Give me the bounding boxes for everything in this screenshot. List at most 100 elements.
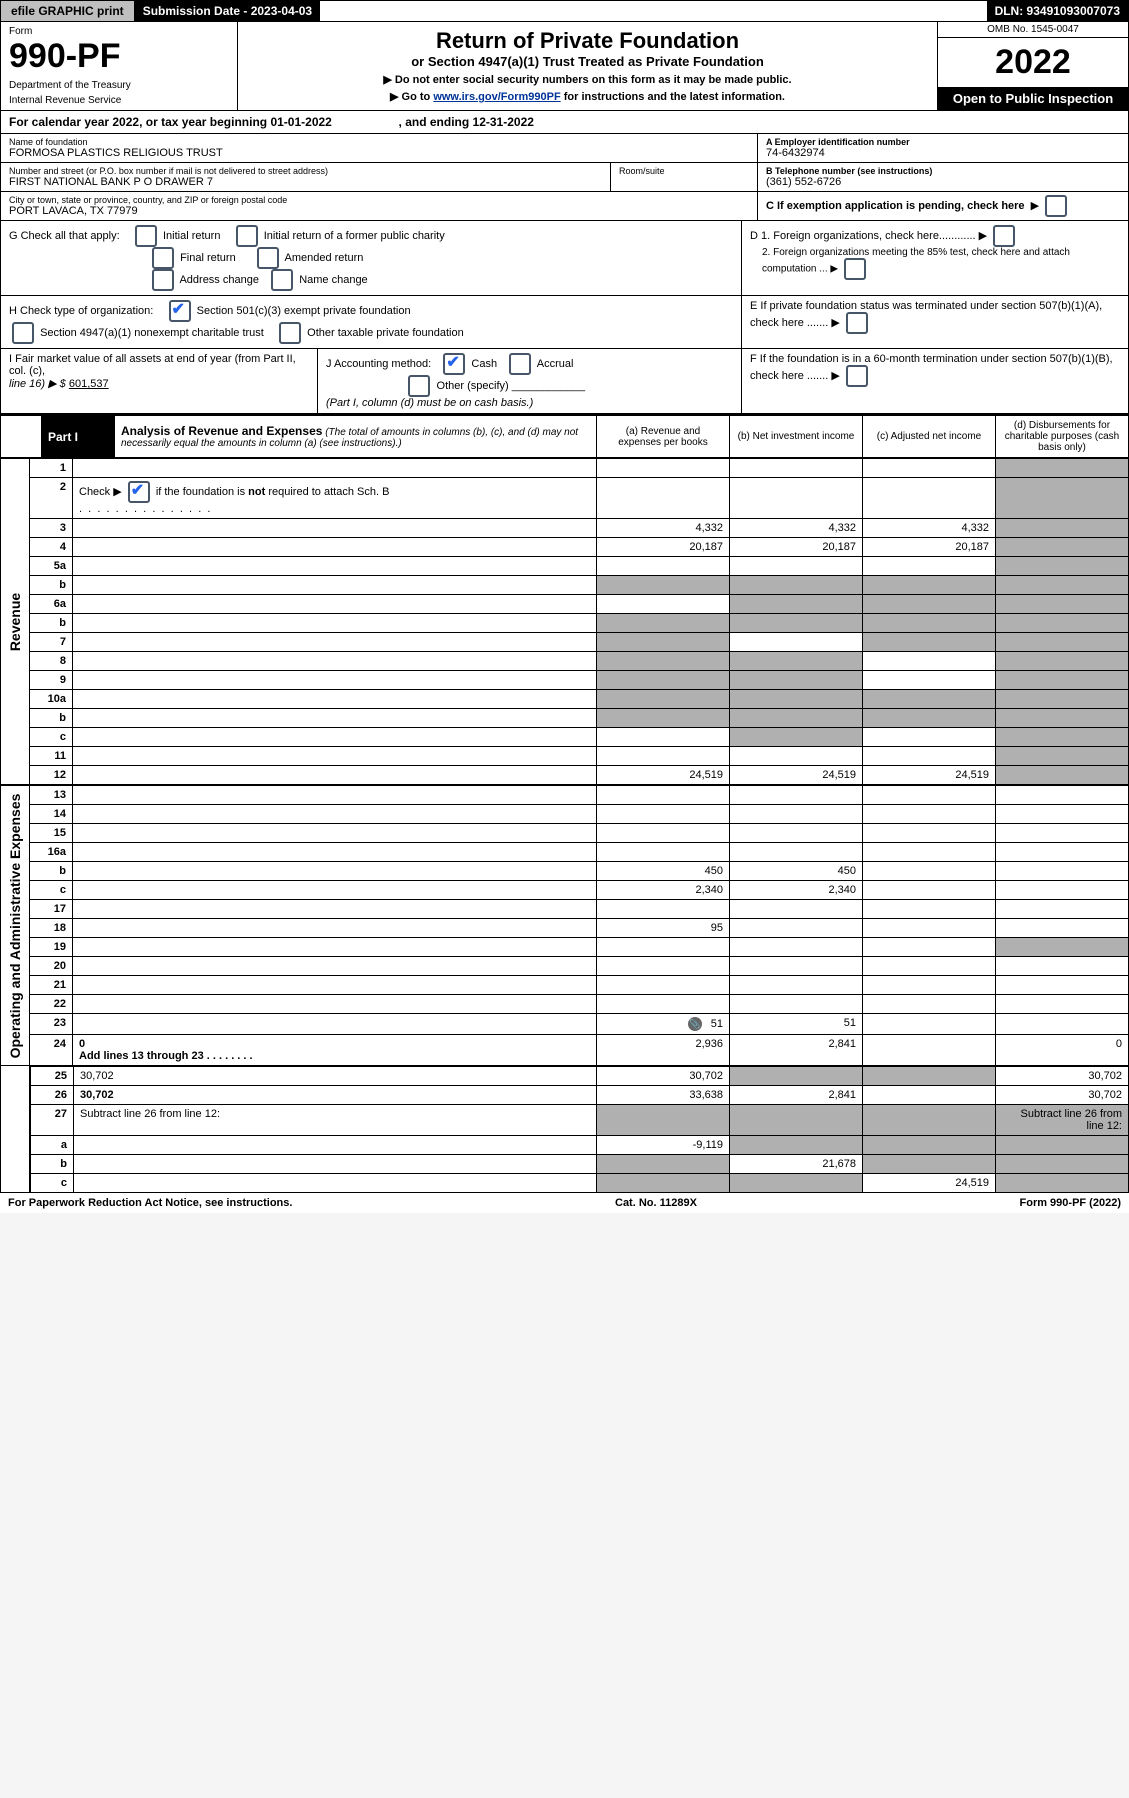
addr-label: Number and street (or P.O. box number if… <box>9 166 602 176</box>
expenses-table: 13141516ab450450c2,3402,3401718951920212… <box>29 785 1129 1066</box>
c-checkbox[interactable] <box>1045 195 1067 217</box>
line-description: Subtract line 26 from line 12: <box>74 1105 597 1136</box>
line-description <box>73 976 597 995</box>
col-c-value <box>863 1155 996 1174</box>
cal-end: 12-31-2022 <box>473 115 534 129</box>
line-description <box>74 1174 597 1193</box>
line-number: 4 <box>30 538 73 557</box>
h-other-checkbox[interactable] <box>279 322 301 344</box>
col-d-value <box>996 459 1129 478</box>
j-other-checkbox[interactable] <box>408 375 430 397</box>
col-a-value <box>597 1105 730 1136</box>
city-label: City or town, state or province, country… <box>9 195 749 205</box>
efile-print-button[interactable]: efile GRAPHIC print <box>1 1 135 21</box>
line-description <box>73 595 597 614</box>
line-number: b <box>30 862 73 881</box>
col-a-value <box>597 728 730 747</box>
revenue-side-label: Revenue <box>0 458 29 785</box>
e-section: E If private foundation status was termi… <box>742 296 1128 348</box>
col-b-value <box>730 709 863 728</box>
j-cash-checkbox[interactable] <box>443 353 465 375</box>
col-d-header: (d) Disbursements for charitable purpose… <box>996 415 1129 458</box>
table-row: 27Subtract line 26 from line 12:Subtract… <box>31 1105 1129 1136</box>
col-c-value <box>863 709 996 728</box>
g-final-checkbox[interactable] <box>152 247 174 269</box>
line-description <box>73 786 597 805</box>
line-number: 10a <box>30 690 73 709</box>
g-initial-checkbox[interactable] <box>135 225 157 247</box>
line-number: 21 <box>30 976 73 995</box>
col-b-value <box>730 1067 863 1086</box>
h-4947-checkbox[interactable] <box>12 322 34 344</box>
h-501c3-checkbox[interactable] <box>169 300 191 322</box>
j-note: (Part I, column (d) must be on cash basi… <box>326 397 533 409</box>
tel-value: (361) 552-6726 <box>766 176 1120 188</box>
line-number: 8 <box>30 652 73 671</box>
line-number: 13 <box>30 786 73 805</box>
irs-link[interactable]: www.irs.gov/Form990PF <box>433 91 560 103</box>
col-a-value <box>597 614 730 633</box>
form-page: efile GRAPHIC print Submission Date - 20… <box>0 0 1129 1213</box>
line-description: 30,702 <box>74 1067 597 1086</box>
col-c-value <box>863 747 996 766</box>
table-row: 420,18720,18720,187 <box>30 538 1129 557</box>
city-cell: City or town, state or province, country… <box>1 192 757 220</box>
col-d-value <box>996 957 1129 976</box>
form-subtitle: or Section 4947(a)(1) Trust Treated as P… <box>246 54 929 69</box>
d2-checkbox[interactable] <box>844 258 866 280</box>
col-c-value <box>863 1014 996 1035</box>
table-row: b <box>30 709 1129 728</box>
col-d-value <box>996 862 1129 881</box>
revenue-section: Revenue 12Check ▶ if the foundation is n… <box>0 458 1129 785</box>
col-c-value <box>863 1067 996 1086</box>
attachment-icon[interactable]: 📎 <box>688 1017 702 1031</box>
col-d-value <box>996 614 1129 633</box>
footer-mid: Cat. No. 11289X <box>615 1197 697 1209</box>
line-number: 11 <box>30 747 73 766</box>
table-row: 8 <box>30 652 1129 671</box>
j-accrual-checkbox[interactable] <box>509 353 531 375</box>
table-row: 21 <box>30 976 1129 995</box>
line-description <box>73 824 597 843</box>
f-checkbox[interactable] <box>846 365 868 387</box>
col-c-value: 24,519 <box>863 766 996 785</box>
col-a-value <box>597 690 730 709</box>
part1-title: Analysis of Revenue and Expenses <box>121 424 322 438</box>
col-a-value: 95 <box>597 919 730 938</box>
table-row: 6a <box>30 595 1129 614</box>
line-description <box>73 805 597 824</box>
col-b-value <box>730 728 863 747</box>
g-name-checkbox[interactable] <box>271 269 293 291</box>
col-a-value <box>597 1174 730 1193</box>
g-address-checkbox[interactable] <box>152 269 174 291</box>
schb-checkbox[interactable] <box>128 481 150 503</box>
col-a-value <box>597 709 730 728</box>
g-initial-former-checkbox[interactable] <box>236 225 258 247</box>
dept-irs: Internal Revenue Service <box>9 95 229 106</box>
col-d-value <box>996 709 1129 728</box>
col-a-value: 4,332 <box>597 519 730 538</box>
col-c-value <box>863 633 996 652</box>
col-c-value <box>863 1136 996 1155</box>
line-number: 27 <box>31 1105 74 1136</box>
e-checkbox[interactable] <box>846 312 868 334</box>
col-a-value: 450 <box>597 862 730 881</box>
col-b-value <box>730 747 863 766</box>
line-description <box>73 766 597 785</box>
line-description <box>73 747 597 766</box>
g-section: G Check all that apply: Initial return I… <box>1 221 742 295</box>
col-b-value: 2,841 <box>730 1035 863 1066</box>
col-c-value <box>863 459 996 478</box>
f-section: F If the foundation is in a 60-month ter… <box>742 349 1128 413</box>
header-left: Form 990-PF Department of the Treasury I… <box>1 22 238 110</box>
col-a-value <box>597 633 730 652</box>
tel-cell: B Telephone number (see instructions) (3… <box>758 163 1128 192</box>
g-amended-checkbox[interactable] <box>257 247 279 269</box>
c-label: C If exemption application is pending, c… <box>766 200 1025 212</box>
ein-cell: A Employer identification number 74-6432… <box>758 134 1128 163</box>
table-row: 1895 <box>30 919 1129 938</box>
d1-checkbox[interactable] <box>993 225 1015 247</box>
col-a-value: 24,519 <box>597 766 730 785</box>
line-description <box>73 614 597 633</box>
c-cell: C If exemption application is pending, c… <box>758 192 1128 220</box>
